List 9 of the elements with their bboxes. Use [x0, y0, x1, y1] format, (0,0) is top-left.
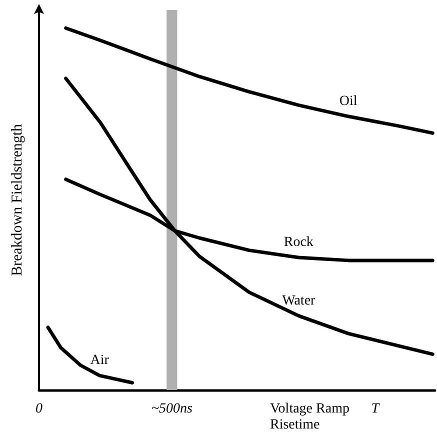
x-tick-label: 0 — [36, 402, 42, 416]
x-tick-label: ~500ns — [151, 402, 193, 416]
series-label: Air — [90, 353, 110, 368]
x-axis-title: Voltage Ramp Risetime — [270, 402, 353, 432]
y-axis-title: Breakdown Fieldstrength — [10, 123, 26, 276]
x-tick-label: T — [371, 402, 380, 416]
series-label: Water — [282, 293, 316, 308]
series-label: Oil — [339, 94, 358, 109]
series-label: Rock — [284, 235, 314, 250]
